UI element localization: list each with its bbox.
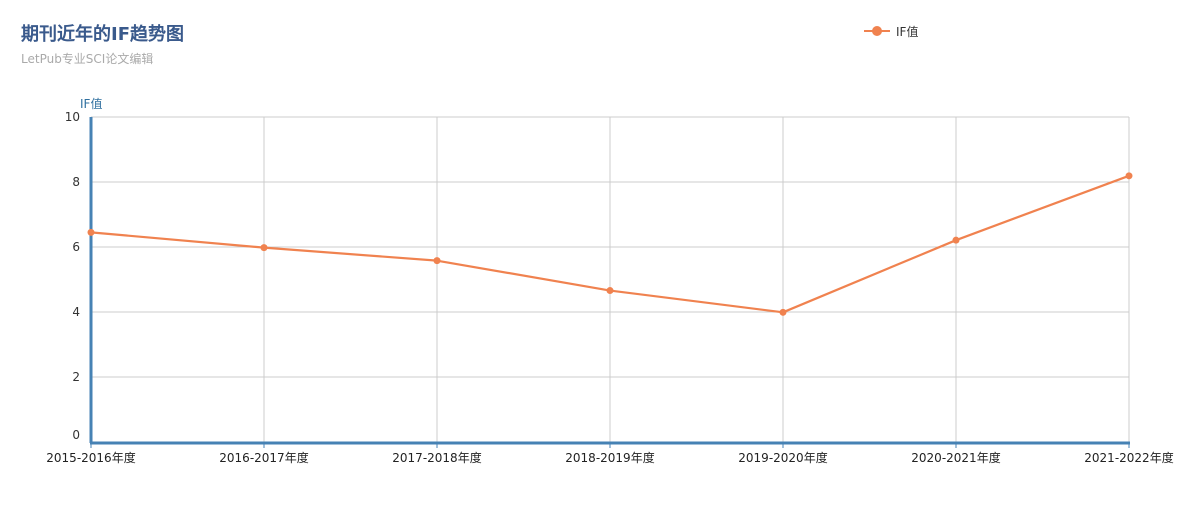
y-tick-label: 10	[65, 110, 80, 124]
chart-subtitle: LetPub专业SCI论文编辑	[21, 52, 154, 66]
y-tick-label: 0	[72, 428, 80, 442]
data-point[interactable]	[433, 257, 441, 265]
series	[87, 172, 1133, 316]
data-point[interactable]	[87, 228, 95, 236]
x-tick-label: 2020-2021年度	[911, 450, 1000, 465]
data-point[interactable]	[1125, 172, 1133, 180]
labels: 0 2 4 6 8 10 2015-2016年度 2016-2017年度 2017-2018年度…	[46, 96, 1173, 465]
data-point[interactable]	[260, 244, 268, 252]
axes	[89, 117, 1130, 448]
x-tick-label: 2016-2017年度	[219, 450, 308, 465]
data-point[interactable]	[606, 287, 614, 295]
legend-item-if[interactable]: IF值	[864, 23, 918, 39]
x-tick-label: 2019-2020年度	[738, 450, 827, 465]
data-point[interactable]	[952, 236, 960, 244]
x-tick-label: 2018-2019年度	[565, 450, 654, 465]
y-tick-label: 6	[72, 240, 80, 254]
data-point[interactable]	[779, 308, 787, 316]
x-tick-label: 2017-2018年度	[392, 450, 481, 465]
legend-line-dot-icon	[864, 23, 890, 39]
x-tick-label: 2015-2016年度	[46, 450, 135, 465]
chart-title: 期刊近年的IF趋势图	[21, 24, 184, 45]
y-axis-label: IF值	[80, 96, 102, 111]
x-tick-label: 2021-2022年度	[1084, 450, 1173, 465]
grid	[91, 116, 1130, 442]
legend-label: IF值	[896, 24, 919, 39]
y-tick-label: 2	[72, 370, 80, 384]
y-tick-label: 8	[72, 175, 80, 189]
y-tick-label: 4	[72, 305, 80, 319]
